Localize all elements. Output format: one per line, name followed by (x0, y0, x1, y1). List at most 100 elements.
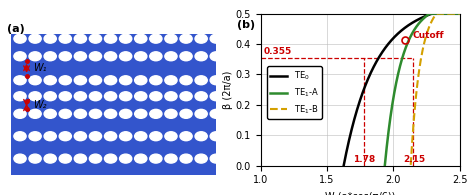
Circle shape (150, 52, 162, 61)
Circle shape (165, 109, 177, 118)
Circle shape (59, 154, 72, 163)
Circle shape (119, 34, 132, 43)
Circle shape (180, 109, 192, 118)
Circle shape (165, 154, 177, 163)
Circle shape (150, 154, 162, 163)
Circle shape (135, 154, 147, 163)
Y-axis label: β (2π/a): β (2π/a) (223, 71, 233, 109)
Circle shape (104, 109, 117, 118)
Circle shape (44, 34, 56, 43)
Circle shape (90, 52, 101, 61)
Circle shape (180, 76, 192, 85)
Circle shape (59, 52, 72, 61)
Circle shape (119, 109, 132, 118)
Circle shape (195, 154, 207, 163)
Circle shape (165, 34, 177, 43)
Text: 0.355: 0.355 (264, 47, 292, 56)
Circle shape (180, 92, 192, 101)
Circle shape (104, 154, 117, 163)
Text: 2.15: 2.15 (403, 155, 426, 164)
Circle shape (90, 132, 101, 141)
Circle shape (195, 34, 207, 43)
Circle shape (29, 109, 41, 118)
Circle shape (29, 92, 41, 101)
Circle shape (165, 76, 177, 85)
Circle shape (59, 76, 72, 85)
Legend: TE$_0$, TE$_1$-A, TE$_1$-B: TE$_0$, TE$_1$-A, TE$_1$-B (267, 66, 322, 119)
Circle shape (180, 132, 192, 141)
Circle shape (119, 92, 132, 101)
Circle shape (119, 76, 132, 85)
Text: Cutoff: Cutoff (412, 31, 444, 40)
Circle shape (44, 132, 56, 141)
Text: W₁: W₁ (33, 63, 46, 73)
FancyBboxPatch shape (11, 34, 216, 175)
Circle shape (135, 132, 147, 141)
Circle shape (165, 92, 177, 101)
Circle shape (195, 76, 207, 85)
Circle shape (104, 132, 117, 141)
Circle shape (210, 92, 222, 101)
Circle shape (210, 34, 222, 43)
Circle shape (104, 92, 117, 101)
Circle shape (135, 34, 147, 43)
Circle shape (90, 34, 101, 43)
Circle shape (165, 132, 177, 141)
Text: (b): (b) (237, 20, 255, 29)
Circle shape (29, 76, 41, 85)
Circle shape (195, 52, 207, 61)
Circle shape (74, 109, 86, 118)
Circle shape (135, 52, 147, 61)
Circle shape (44, 52, 56, 61)
Circle shape (104, 76, 117, 85)
Circle shape (74, 132, 86, 141)
Circle shape (74, 154, 86, 163)
Circle shape (29, 154, 41, 163)
Circle shape (210, 109, 222, 118)
Circle shape (59, 34, 72, 43)
Circle shape (135, 109, 147, 118)
Circle shape (210, 154, 222, 163)
Circle shape (29, 132, 41, 141)
Circle shape (104, 34, 117, 43)
Circle shape (180, 154, 192, 163)
Circle shape (14, 34, 26, 43)
Circle shape (74, 52, 86, 61)
Circle shape (104, 52, 117, 61)
Circle shape (150, 132, 162, 141)
Circle shape (14, 76, 26, 85)
Circle shape (59, 109, 72, 118)
Circle shape (150, 92, 162, 101)
Circle shape (29, 52, 41, 61)
Circle shape (180, 52, 192, 61)
Circle shape (44, 154, 56, 163)
Circle shape (210, 76, 222, 85)
Circle shape (90, 76, 101, 85)
Circle shape (165, 52, 177, 61)
Circle shape (210, 132, 222, 141)
Circle shape (59, 132, 72, 141)
Text: (a): (a) (7, 24, 25, 34)
Circle shape (90, 154, 101, 163)
Circle shape (135, 92, 147, 101)
Circle shape (29, 34, 41, 43)
Circle shape (119, 52, 132, 61)
Text: W₂: W₂ (33, 100, 46, 110)
Circle shape (14, 92, 26, 101)
X-axis label: W (a*cos(π/6)): W (a*cos(π/6)) (325, 191, 395, 195)
Circle shape (44, 76, 56, 85)
Circle shape (14, 154, 26, 163)
Circle shape (14, 109, 26, 118)
Circle shape (14, 132, 26, 141)
Circle shape (119, 132, 132, 141)
Circle shape (119, 154, 132, 163)
Circle shape (44, 92, 56, 101)
Circle shape (74, 76, 86, 85)
Circle shape (195, 132, 207, 141)
Circle shape (90, 109, 101, 118)
Circle shape (195, 92, 207, 101)
Circle shape (150, 109, 162, 118)
Circle shape (90, 92, 101, 101)
Circle shape (59, 92, 72, 101)
Circle shape (150, 34, 162, 43)
